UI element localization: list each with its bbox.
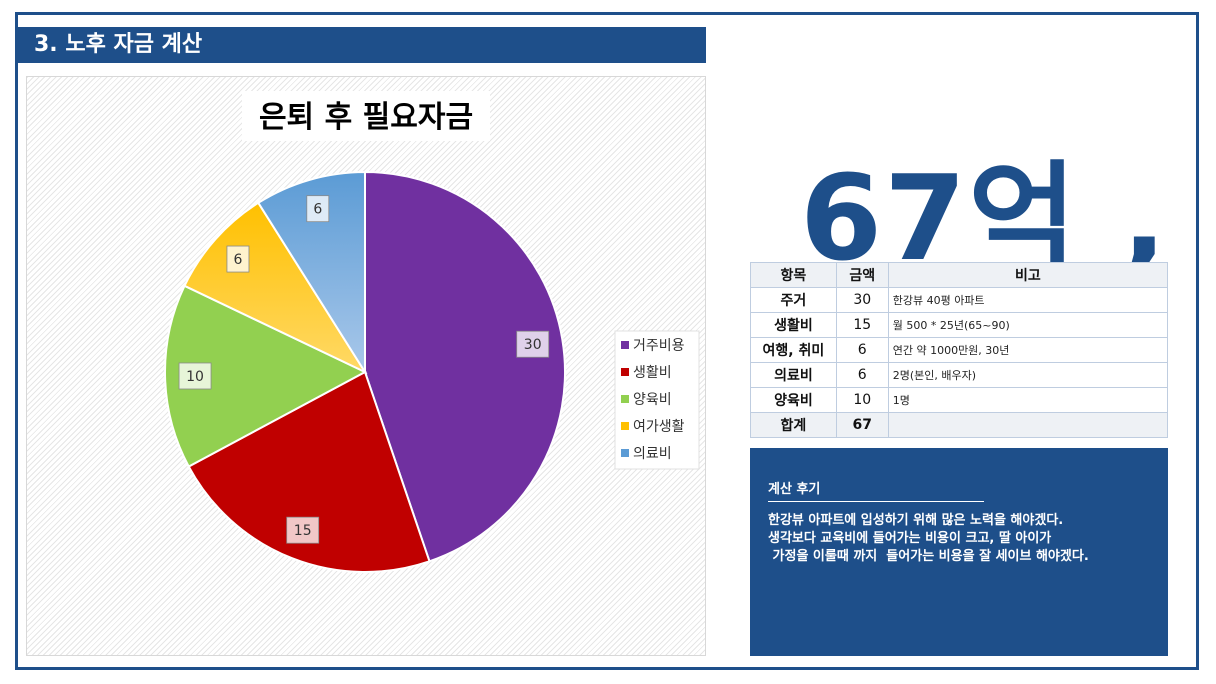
row-item: 의료비 xyxy=(750,362,837,388)
data-label-box xyxy=(286,516,320,544)
total-amount: 67 xyxy=(835,412,889,438)
pie-slice-2 xyxy=(187,370,431,573)
slide-frame xyxy=(15,12,1199,670)
header-amount: 금액 xyxy=(835,262,889,288)
legend-label: 거주비용 xyxy=(633,338,685,354)
review-line: 한강뷰 아파트에 입성하기 위해 많은 노력을 해야겠다. xyxy=(768,513,1064,528)
row-note: 월 500 * 25년(65~90) xyxy=(887,312,1169,338)
section-title: 3. 노후 자금 계산 xyxy=(18,27,706,63)
legend-box xyxy=(614,330,700,470)
data-label-box xyxy=(306,195,330,223)
pie-slice-1 xyxy=(364,170,566,563)
table-row: 주거 30 한강뷰 40평 아파트 xyxy=(750,287,1169,313)
legend-label: 의료비 xyxy=(633,446,672,462)
legend-swatch xyxy=(621,422,629,430)
pie-slice-5 xyxy=(256,170,366,376)
review-line: 생각보다 교육비에 들어가는 비용이 크고, 딸 아이가 xyxy=(768,531,1052,546)
row-amount: 6 xyxy=(835,362,889,388)
data-label-box xyxy=(178,362,212,390)
pie-slice-4 xyxy=(183,201,368,375)
review-line: 가정을 이룰때 까지 들어가는 비용을 잘 세이브 해야겠다. xyxy=(768,549,1089,564)
table-row: 양육비 10 1명 xyxy=(750,387,1169,413)
row-amount: 6 xyxy=(835,337,889,363)
legend-label: 생활비 xyxy=(633,365,672,381)
cost-table: 항목 금액 비고 주거 30 한강뷰 40평 아파트 생활비 15 월 500 … xyxy=(750,262,1169,438)
row-amount: 30 xyxy=(835,287,889,313)
legend-swatch xyxy=(621,368,629,376)
data-label-box xyxy=(516,330,550,358)
row-note: 한강뷰 40평 아파트 xyxy=(887,287,1169,313)
row-note: 연간 약 1000만원, 30년 xyxy=(887,337,1169,363)
data-label: 15 xyxy=(294,523,312,539)
table-total-row: 합계 67 xyxy=(750,412,1169,438)
total-note xyxy=(887,412,1169,438)
data-label: 10 xyxy=(186,369,204,385)
legend-swatch xyxy=(621,341,629,349)
table-row: 의료비 6 2명(본인, 배우자) xyxy=(750,362,1169,388)
table-row: 생활비 15 월 500 * 25년(65~90) xyxy=(750,312,1169,338)
pie-slice-3 xyxy=(164,284,368,468)
legend-label: 양육비 xyxy=(633,392,672,408)
data-label: 6 xyxy=(313,202,322,218)
legend-swatch xyxy=(621,395,629,403)
row-item: 양육비 xyxy=(750,387,837,413)
chart-title-background xyxy=(242,91,490,141)
row-amount: 10 xyxy=(835,387,889,413)
row-item: 생활비 xyxy=(750,312,837,338)
row-note: 2명(본인, 배우자) xyxy=(887,362,1169,388)
row-amount: 15 xyxy=(835,312,889,338)
row-item: 여행, 취미 xyxy=(750,337,837,363)
data-label-box xyxy=(226,245,250,273)
review-title: 계산 후기 xyxy=(768,478,984,502)
row-note: 1명 xyxy=(887,387,1169,413)
header-note: 비고 xyxy=(887,262,1169,288)
table-header-row: 항목 금액 비고 xyxy=(750,262,1169,288)
data-label: 6 xyxy=(233,252,242,268)
header-item: 항목 xyxy=(750,262,837,288)
total-item: 합계 xyxy=(750,412,837,438)
table-row: 여행, 취미 6 연간 약 1000만원, 30년 xyxy=(750,337,1169,363)
chart-title: 은퇴 후 필요자금 xyxy=(259,100,473,135)
legend-label: 여가생활 xyxy=(633,419,685,435)
legend-swatch xyxy=(621,449,629,457)
review-box: 계산 후기 한강뷰 아파트에 입성하기 위해 많은 노력을 해야겠다. 생각보다… xyxy=(750,448,1168,656)
data-label: 30 xyxy=(524,337,542,353)
row-item: 주거 xyxy=(750,287,837,313)
